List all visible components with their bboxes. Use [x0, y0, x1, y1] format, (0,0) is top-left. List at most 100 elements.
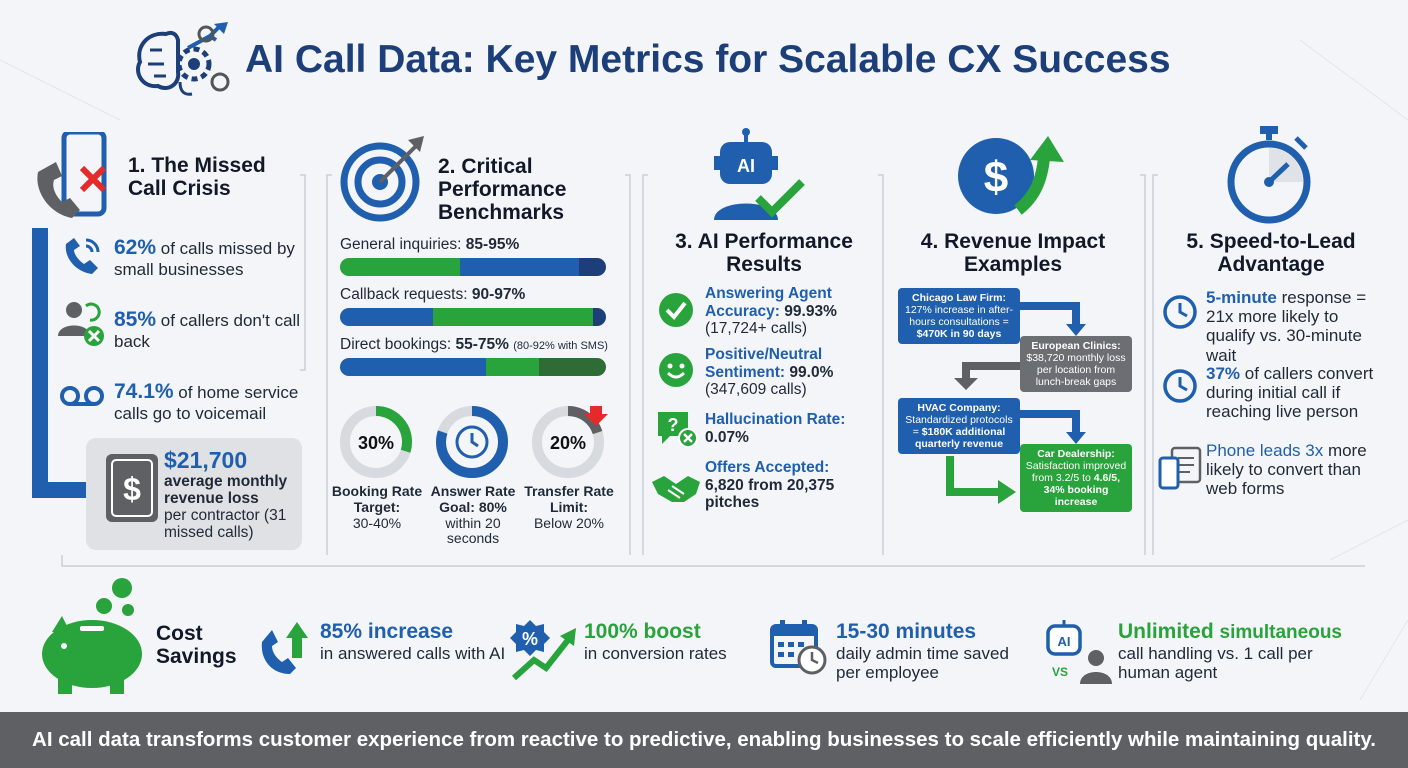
dollar-bill-icon: $	[106, 454, 158, 522]
phone-ring-icon	[65, 238, 100, 274]
s1-item-1-text: of calls missed by small businesses	[114, 239, 295, 279]
savings-item-3-value: 15-30 minutes	[836, 620, 977, 643]
transfer-rate-ring: 20%	[532, 406, 608, 478]
s2-bar-3-label: Direct bookings: 55-75% (80-92% with SMS…	[340, 336, 608, 354]
s4-box-1-title: Chicago Law Firm:	[912, 292, 1006, 304]
savings-item-2: 100% boost in conversion rates	[584, 620, 754, 663]
s3-item-1-label: Answering Agent Accuracy:	[705, 285, 832, 320]
savings-heading: Cost Savings	[156, 622, 237, 669]
answer-rate-label: Answer Rate Goal: 80% within 20 seconds	[422, 483, 524, 547]
s5-item-1: 5-minute response = 21x more likely to q…	[1206, 288, 1386, 365]
s3-item-1-sub: (17,724+ calls)	[705, 320, 808, 337]
smile-icon	[659, 353, 693, 387]
phone-form-icon	[1158, 446, 1202, 490]
person-x-icon	[58, 302, 104, 346]
s4-box-1-bold: $470K in 90 days	[916, 328, 1002, 341]
clock-icon	[1163, 295, 1197, 329]
answer-rate-rest-bold: 80%	[478, 498, 507, 515]
dollar-growth-icon: $	[958, 136, 1064, 215]
booking-rate-label: Booking Rate Target: 30-40%	[328, 483, 426, 531]
s1-item-3-text: of home service calls go to voicemail	[114, 383, 299, 423]
s5-item-1-value: 5-minute	[1206, 288, 1277, 307]
s3-item-2-value: 99.0%	[789, 363, 834, 381]
savings-item-2-text: in conversion rates	[584, 643, 727, 663]
s3-item-1-value: 99.93%	[784, 302, 837, 320]
svg-text:AI: AI	[1058, 634, 1071, 649]
s3-item-1: Answering Agent Accuracy: 99.93% (17,724+…	[705, 285, 875, 338]
s3-item-4-label: Offers Accepted:	[705, 459, 830, 476]
s2-bar-1-value: 85-95%	[465, 236, 520, 253]
s1-loss-value: $21,700	[164, 447, 248, 473]
svg-text:%: %	[522, 629, 538, 649]
savings-item-1-value: 85% increase	[320, 620, 454, 643]
s2-bar-3-name: Direct bookings:	[340, 336, 452, 353]
s1-item-3: 74.1% of home service calls go to voicem…	[114, 380, 304, 423]
s2-bar-3-value: 55-75%	[455, 336, 509, 353]
s1-item-2-text: of callers don't call back	[114, 311, 301, 351]
savings-item-4-value2: simultaneous	[1219, 622, 1342, 643]
answer-rate-bold: Answer Rate Goal:	[430, 483, 516, 515]
s1-loss-text: $21,700 average monthly revenue loss per…	[164, 447, 300, 542]
s5-item-1-text: response = 21x more likely to qualify vs…	[1206, 288, 1367, 365]
savings-item-1: 85% increase in answered calls with AI	[320, 620, 510, 663]
revenue-flow-arrows	[946, 302, 1086, 504]
s1-item-1: 62% of calls missed by small businesses	[114, 236, 304, 279]
s5-item-2-text: of callers convert during initial call i…	[1206, 364, 1374, 422]
s4-box-4-text: Satisfaction improved from 3.2/5 to	[1025, 460, 1127, 485]
savings-item-3-text: daily admin time saved per employee	[836, 643, 1009, 682]
s2-bar-1-label: General inquiries: 85-95%	[340, 236, 519, 254]
s4-box-1-text: 127% increase in after-hours consultatio…	[905, 304, 1013, 329]
savings-item-2-value: 100% boost	[584, 620, 701, 643]
clock-icon-2	[1163, 369, 1197, 403]
target-icon	[340, 136, 424, 222]
transfer-rate-label: Transfer Rate Limit: Below 20%	[520, 483, 618, 531]
s2-bar-3	[340, 358, 606, 376]
s4-box-4-title: Car Dealership:	[1037, 448, 1115, 460]
s2-bar-3-note: (80-92% with SMS)	[513, 340, 608, 352]
vs-label: VS	[1052, 665, 1068, 679]
booking-rate-ring: 30%	[340, 406, 412, 478]
s1-item-2-value: 85%	[114, 308, 157, 331]
svg-text:?: ?	[668, 415, 679, 435]
s4-box-1: Chicago Law Firm: 127% increase in after-…	[898, 288, 1020, 345]
phone-missed-call-icon	[37, 132, 107, 218]
s4-box-2-text: $38,720 monthly loss per location from l…	[1026, 352, 1126, 389]
footer-banner: AI call data transforms customer experie…	[0, 712, 1408, 768]
s2-heading: 2. Critical Performance Benchmarks	[438, 155, 567, 225]
calendar-clock-icon	[770, 620, 827, 675]
s2-bar-1-name: General inquiries:	[340, 236, 462, 253]
s3-item-3: Hallucination Rate: 0.07%	[705, 411, 875, 446]
s3-item-2-sub: (347,609 calls)	[705, 381, 807, 398]
s3-item-3-label: Hallucination Rate:	[705, 411, 846, 428]
s2-bar-2	[340, 308, 606, 326]
answer-rate-rest: within 20 seconds	[445, 514, 501, 547]
s3-item-2-label: Positive/Neutral Sentiment:	[705, 346, 823, 381]
svg-text:$: $	[984, 153, 1008, 202]
ai-robot-check-icon: AI	[714, 128, 805, 220]
savings-item-4: Unlimited simultaneous call handling vs. …	[1118, 620, 1368, 682]
s5-item-3-text: more likely to convert than web forms	[1206, 441, 1367, 499]
s1-loss-rest: per contractor (31 missed calls)	[164, 507, 287, 542]
page-title: AI Call Data: Key Metrics for Scalable C…	[245, 38, 1171, 81]
booking-rate-bold: Booking Rate Target:	[331, 483, 423, 515]
s5-item-2: 37% of callers convert during initial ca…	[1206, 364, 1386, 422]
s2-bar-2-value: 90-97%	[471, 286, 526, 303]
s3-item-4-value: 6,820 from 20,375 pitches	[705, 476, 835, 512]
s2-bar-2-name: Callback requests:	[340, 286, 468, 303]
ai-robot-label: AI	[737, 156, 755, 176]
s2-bar-1	[340, 258, 606, 276]
s4-box-3-text: Standardized protocols =	[905, 414, 1013, 439]
s3-item-3-value: 0.07%	[705, 428, 749, 446]
booking-rate-center: 30%	[358, 433, 394, 453]
s3-item-4: Offers Accepted: 6,820 from 20,375 pitche…	[705, 459, 875, 512]
question-x-icon: ?	[658, 412, 698, 448]
brain-gear-logo-icon	[136, 22, 230, 96]
s1-item-1-value: 62%	[114, 236, 157, 259]
transfer-rate-bold: Transfer Rate Limit:	[524, 483, 614, 515]
s3-item-2: Positive/Neutral Sentiment: 99.0% (347,60…	[705, 346, 875, 399]
percent-growth-icon: %	[510, 620, 576, 681]
savings-item-4-value: Unlimited	[1118, 620, 1214, 643]
svg-text:$: $	[123, 471, 141, 507]
s4-box-3-bold: $180K additional quarterly revenue	[914, 426, 1006, 451]
